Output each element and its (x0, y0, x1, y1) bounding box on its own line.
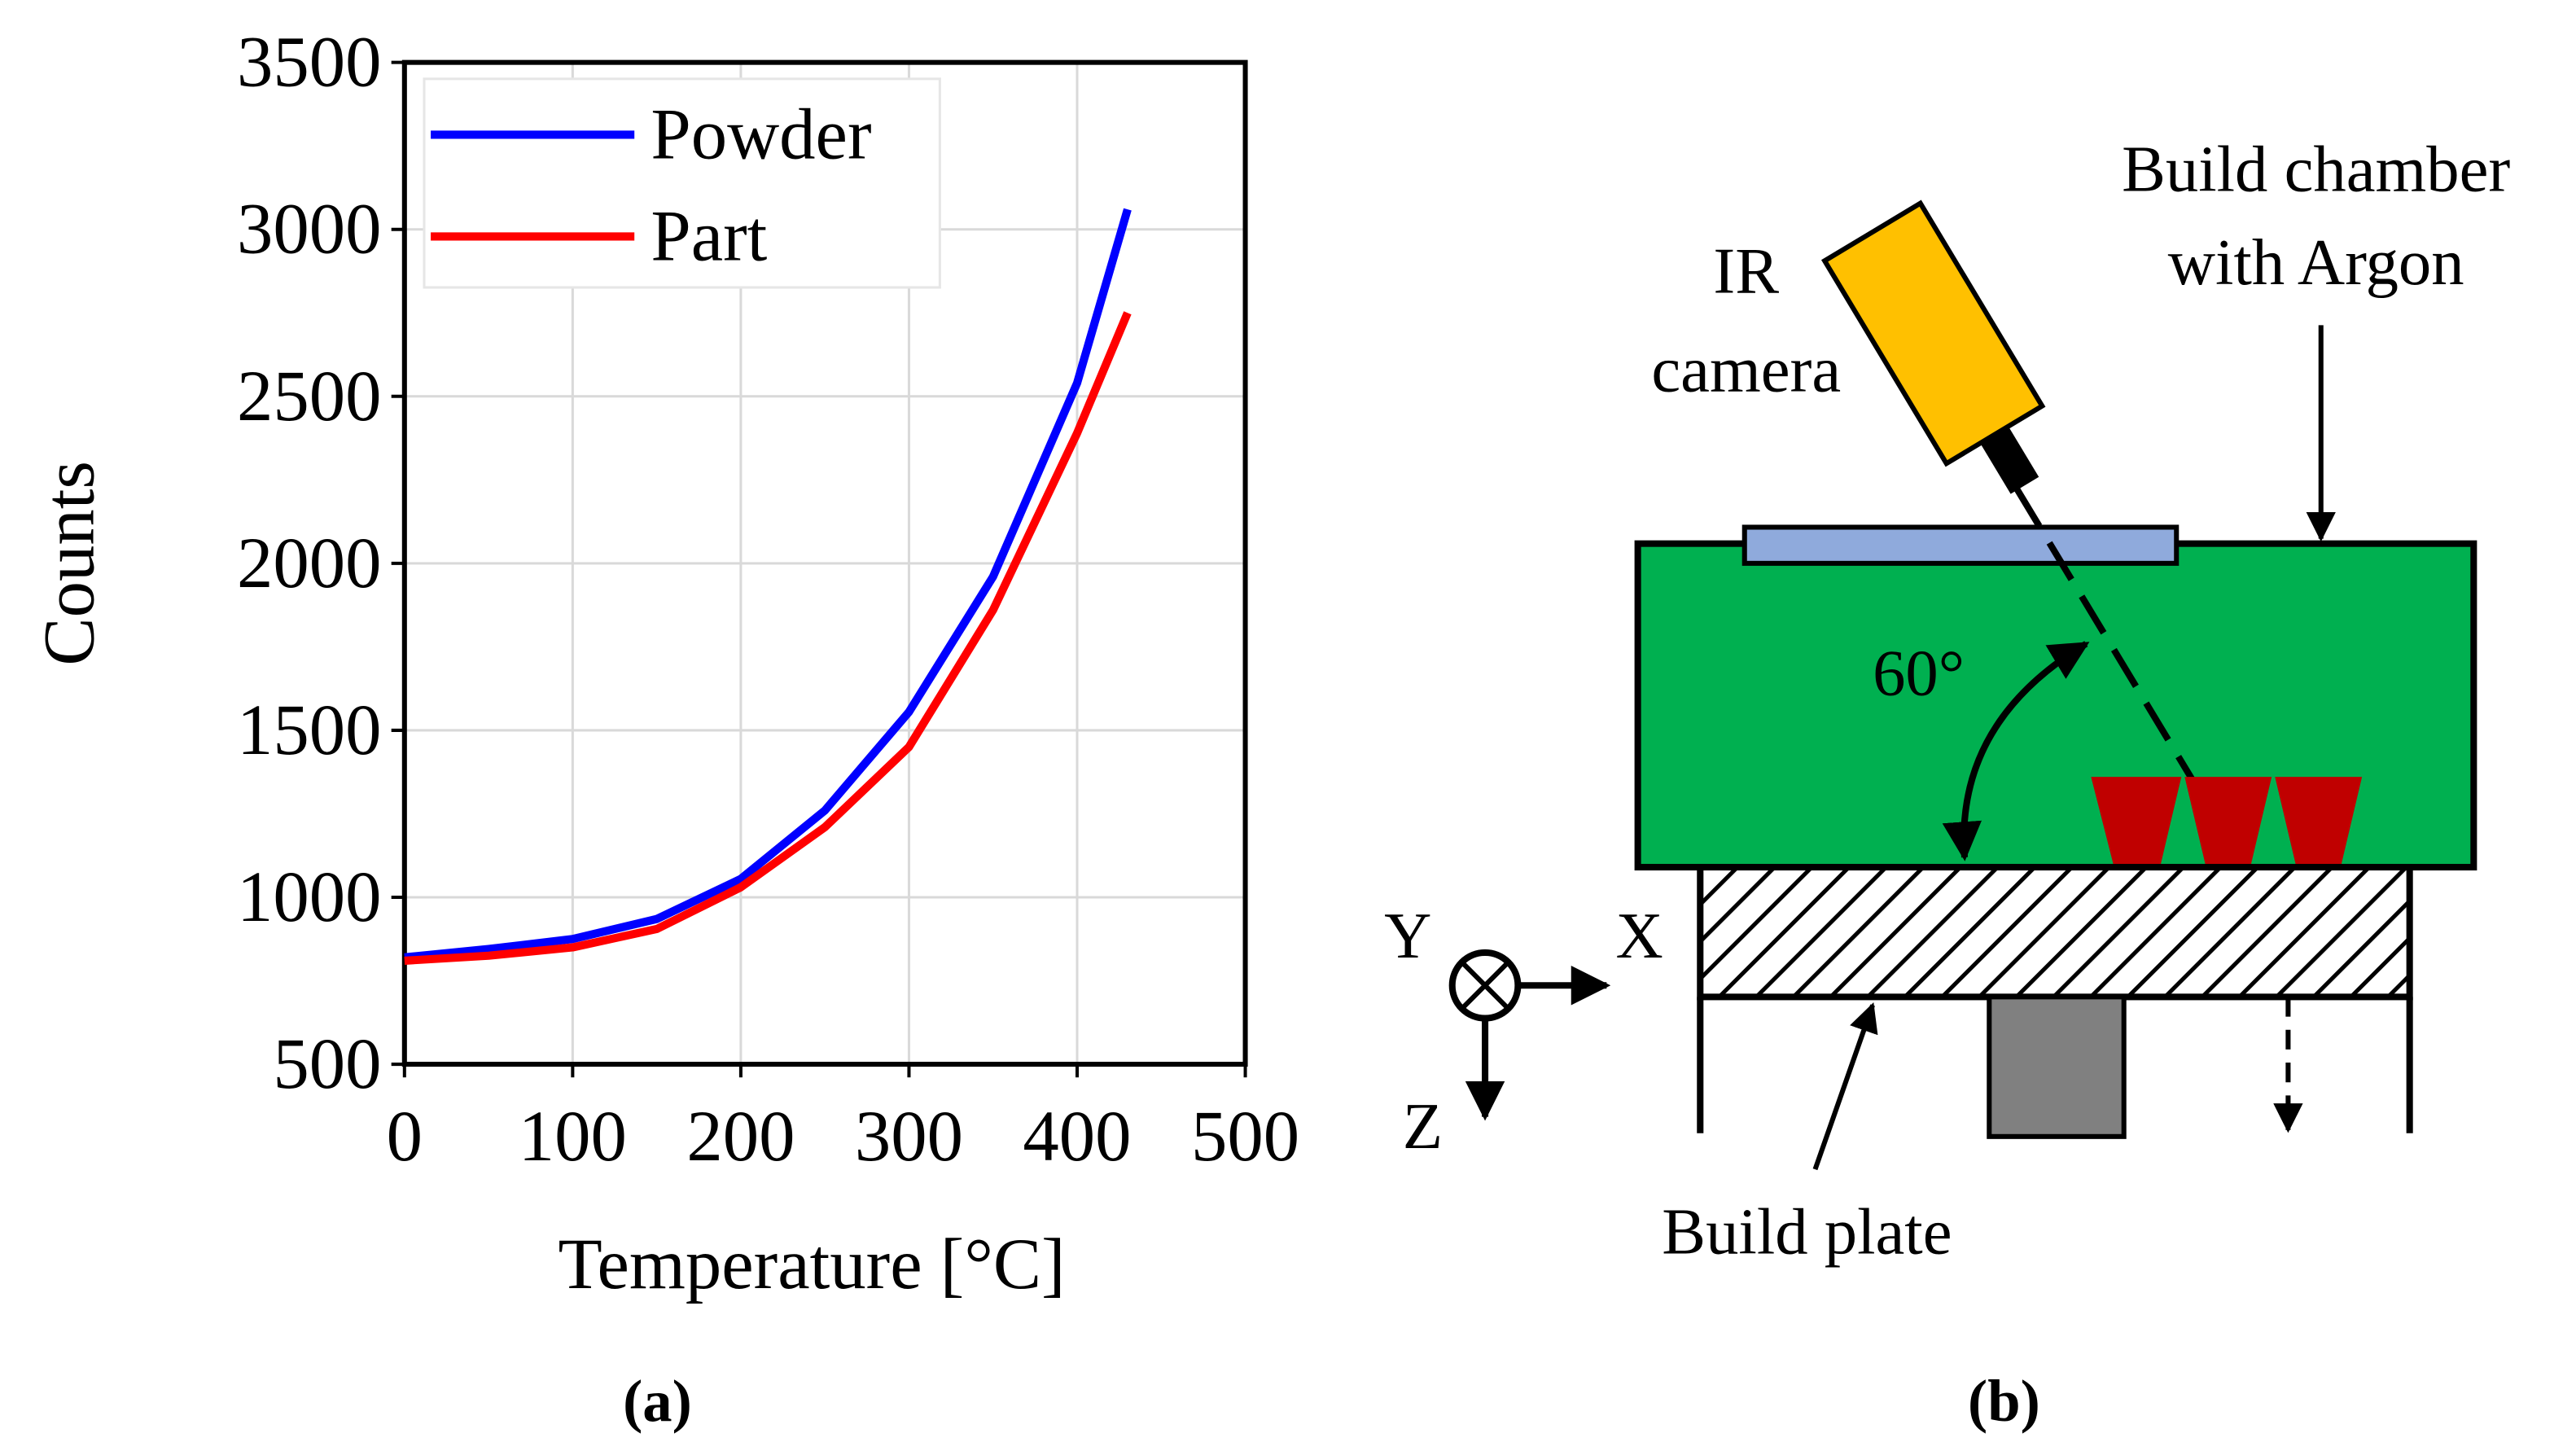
caption: (b) (1968, 1368, 2040, 1434)
label: IR (1713, 234, 1779, 307)
label: with Argon (2168, 226, 2464, 299)
parts (2091, 777, 2363, 868)
label: Y (1384, 900, 1431, 972)
label: Build plate (1662, 1195, 1952, 1268)
y-tick-label: 3500 (237, 23, 382, 103)
x-tick-label: 300 (855, 1097, 963, 1177)
legend-label: Powder (651, 94, 871, 174)
label: Build chamber (2122, 133, 2510, 205)
label: camera (1651, 333, 1841, 405)
camera-lens (1980, 426, 2039, 494)
axis-cross (1461, 962, 1509, 1009)
y-tick-label: 3000 (237, 190, 382, 270)
y-axis-label: Counts (29, 461, 109, 666)
label: X (1616, 900, 1663, 972)
build-plate (1697, 863, 2413, 1001)
y-tick-label: 1500 (237, 690, 382, 770)
angle-arrow (1942, 641, 2090, 861)
x-tick-label: 400 (1023, 1097, 1131, 1177)
x-tick-label: 100 (519, 1097, 627, 1177)
camera-body (1820, 199, 2046, 467)
y-tick-label: 2500 (237, 357, 382, 436)
piston (1987, 994, 2127, 1139)
window (1741, 524, 2180, 566)
view-line (2014, 488, 2250, 873)
ir-camera (1820, 199, 2046, 494)
data-line (404, 208, 1132, 962)
y-tick-label: 500 (273, 1024, 381, 1104)
pointer (1812, 1002, 1878, 1171)
label: 60° (1873, 638, 1965, 710)
label: Z (1403, 1090, 1443, 1163)
data-line (404, 311, 1132, 965)
y-tick-label: 2000 (237, 524, 382, 603)
x-tick-label: 0 (387, 1097, 423, 1177)
caption: (a) (623, 1368, 692, 1434)
legend-label: Part (651, 196, 767, 276)
plot-frame (401, 59, 1248, 1067)
x-axis-label: Temperature [°C] (558, 1225, 1065, 1304)
x-tick-label: 500 (1191, 1097, 1299, 1177)
legend-box (423, 77, 941, 289)
y-tick-label: 1000 (237, 857, 382, 937)
chart-panel: 0 100 200 300 400 500 500 1000 1500 2000 2500 3000 3… (29, 23, 1299, 1305)
diagram-panel: IR camera Build chamber with Argon 60° B… (1384, 133, 2510, 1268)
x-tick-label: 200 (686, 1097, 795, 1177)
